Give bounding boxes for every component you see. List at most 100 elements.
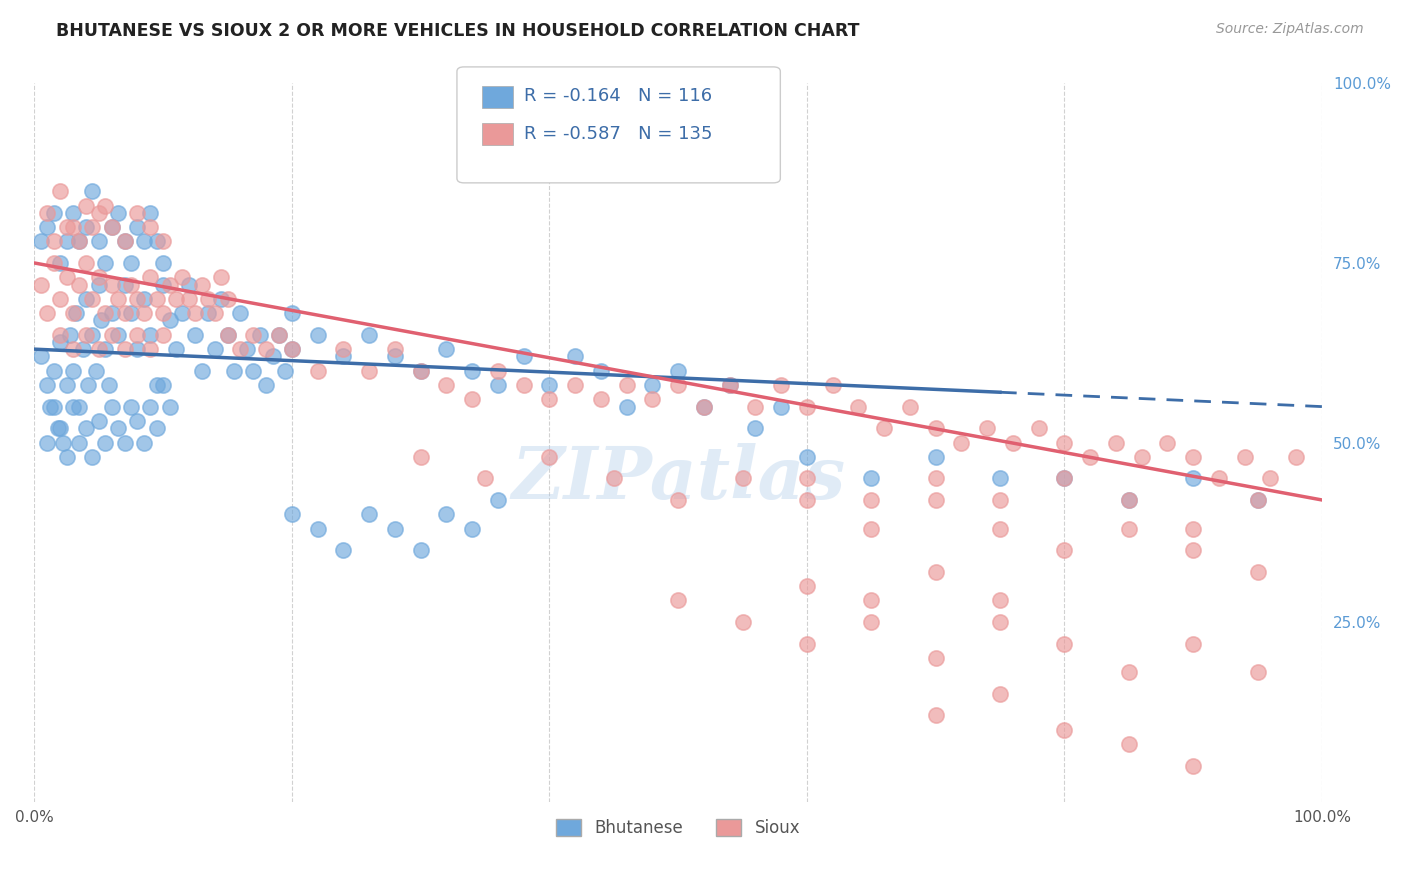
Point — [152, 277, 174, 292]
Point — [486, 364, 509, 378]
Point — [641, 392, 664, 407]
Point — [152, 306, 174, 320]
Point — [75, 327, 97, 342]
Point — [107, 292, 129, 306]
Point — [988, 492, 1011, 507]
Point — [172, 270, 194, 285]
Point — [184, 327, 207, 342]
Point — [139, 270, 162, 285]
Point — [82, 327, 104, 342]
Point — [873, 421, 896, 435]
Point — [461, 522, 484, 536]
Point — [860, 593, 883, 607]
Point — [172, 306, 194, 320]
Point — [52, 435, 75, 450]
Point — [30, 235, 52, 249]
Point — [165, 342, 187, 356]
Point — [139, 327, 162, 342]
Point — [37, 378, 59, 392]
Point — [100, 220, 122, 235]
Point — [62, 342, 84, 356]
Point — [55, 235, 77, 249]
Point — [1053, 471, 1076, 485]
Point — [641, 378, 664, 392]
Point — [152, 327, 174, 342]
Point — [190, 364, 212, 378]
Point — [693, 400, 716, 414]
Point — [332, 349, 354, 363]
Point — [65, 306, 87, 320]
Point — [77, 378, 100, 392]
Point — [49, 334, 72, 349]
Point — [87, 270, 110, 285]
Point — [49, 292, 72, 306]
Point — [120, 256, 142, 270]
Point — [37, 205, 59, 219]
Point — [55, 270, 77, 285]
Point — [152, 378, 174, 392]
Point — [120, 277, 142, 292]
Point — [1246, 665, 1268, 680]
Point — [30, 277, 52, 292]
Point — [59, 327, 82, 342]
Point — [90, 313, 112, 327]
Point — [474, 471, 496, 485]
Point — [145, 235, 167, 249]
Point — [718, 378, 741, 392]
Point — [145, 378, 167, 392]
Point — [281, 342, 304, 356]
Point — [132, 235, 155, 249]
Point — [332, 342, 354, 356]
Point — [332, 543, 354, 558]
Point — [486, 492, 509, 507]
Point — [100, 220, 122, 235]
Point — [1156, 435, 1178, 450]
Point — [94, 256, 117, 270]
Point — [67, 435, 90, 450]
Point — [94, 198, 117, 212]
Point — [82, 184, 104, 198]
Point — [87, 342, 110, 356]
Point — [152, 256, 174, 270]
Point — [190, 277, 212, 292]
Point — [42, 256, 65, 270]
Point — [67, 235, 90, 249]
Point — [616, 400, 638, 414]
Point — [924, 651, 946, 665]
Point — [107, 327, 129, 342]
Point — [87, 277, 110, 292]
Point — [860, 471, 883, 485]
Point — [1118, 522, 1140, 536]
Point — [538, 450, 561, 464]
Point — [55, 378, 77, 392]
Point — [127, 327, 149, 342]
Point — [770, 378, 793, 392]
Point — [159, 277, 181, 292]
Point — [898, 400, 921, 414]
Point — [242, 327, 264, 342]
Point — [409, 543, 432, 558]
Point — [139, 342, 162, 356]
Point — [217, 327, 239, 342]
Point — [120, 400, 142, 414]
Point — [988, 522, 1011, 536]
Point — [197, 306, 219, 320]
Point — [209, 270, 232, 285]
Point — [666, 378, 689, 392]
Point — [100, 306, 122, 320]
Text: BHUTANESE VS SIOUX 2 OR MORE VEHICLES IN HOUSEHOLD CORRELATION CHART: BHUTANESE VS SIOUX 2 OR MORE VEHICLES IN… — [56, 22, 859, 40]
Point — [267, 327, 290, 342]
Point — [409, 450, 432, 464]
Point — [139, 400, 162, 414]
Point — [75, 421, 97, 435]
Point — [359, 364, 381, 378]
Point — [267, 327, 290, 342]
Point — [242, 364, 264, 378]
Point — [152, 235, 174, 249]
Point — [693, 400, 716, 414]
Point — [731, 615, 754, 629]
Point — [1118, 737, 1140, 751]
Point — [1182, 522, 1205, 536]
Point — [62, 364, 84, 378]
Point — [1246, 565, 1268, 579]
